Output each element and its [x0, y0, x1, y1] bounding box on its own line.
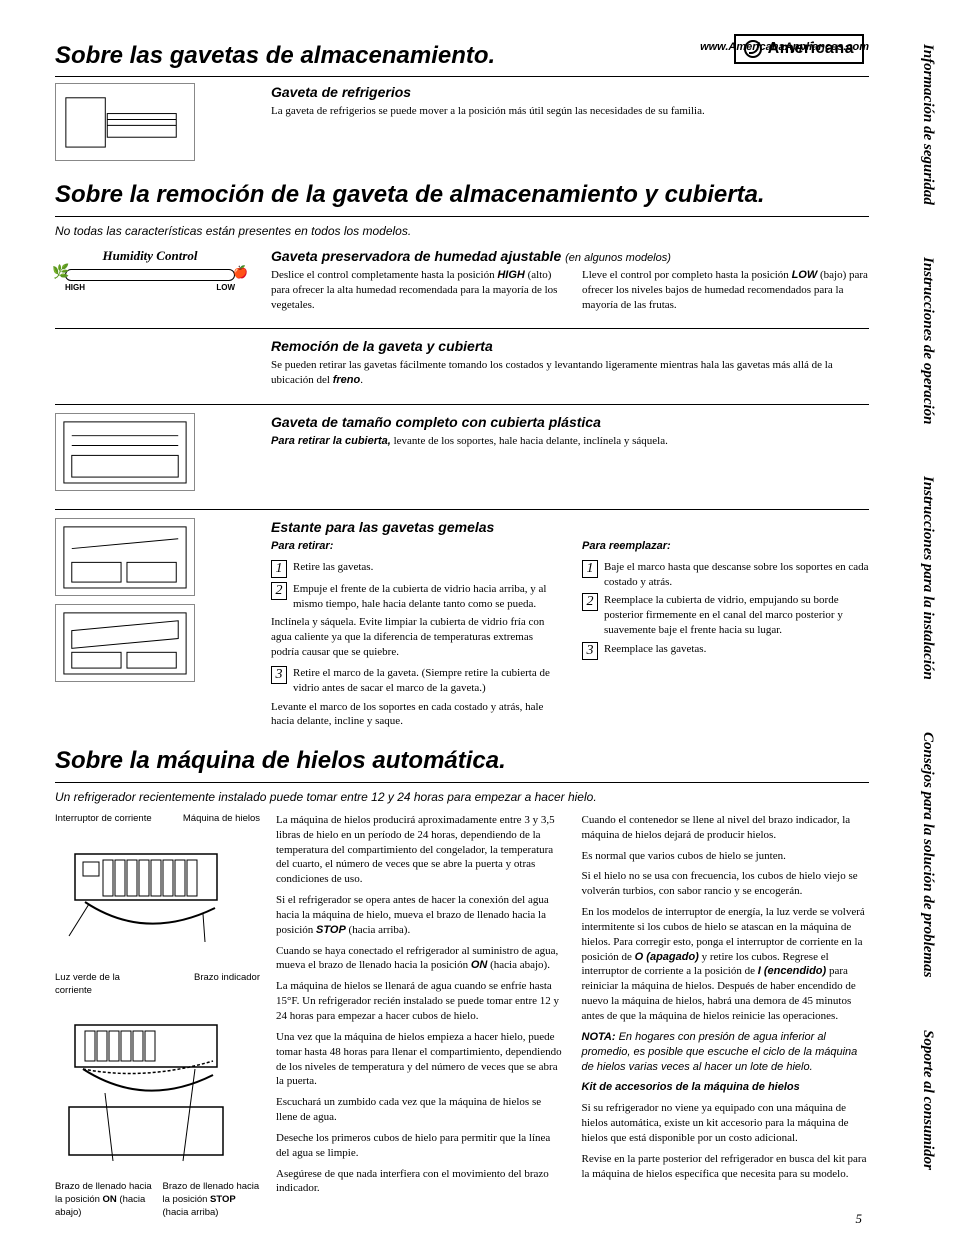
divider	[55, 509, 869, 510]
title-text: Sobre las gavetas de almacenamiento.	[55, 42, 495, 69]
ice-r-3: En los modelos de interruptor de energía…	[582, 905, 870, 1024]
brand-name: Americana	[768, 38, 854, 60]
kit-body-1: Si su refrigerador no viene ya equipado …	[582, 1101, 870, 1146]
ice-l-1: Si el refrigerador se opera antes de hac…	[276, 893, 564, 938]
ice-col-left: La máquina de hielos producirá aproximad…	[276, 813, 564, 1202]
remove-tail: Levante el marco de los soportes en cada…	[271, 700, 558, 730]
title-removal: Sobre la remoción de la gaveta de almace…	[55, 179, 869, 216]
tab-operation[interactable]: Instrucciones de operación	[884, 253, 936, 429]
label-feeler-arm: Brazo indicador	[194, 972, 260, 998]
snack-head: Gaveta de refrigerios	[271, 83, 869, 102]
full-width-head: Gaveta de tamaño completo con cubierta p…	[271, 413, 869, 432]
page-number: 5	[856, 1210, 863, 1228]
icemaker-diagram-1	[55, 832, 237, 962]
twin-remove-col: Para retirar: 1 Retire las gavetas. 2 Empu…	[271, 539, 558, 735]
humidity-label: Humidity Control	[55, 247, 245, 265]
remove-mid: Inclínela y sáquela. Evite limpiar la cu…	[271, 615, 558, 660]
ice-l-3: La máquina de hielos se llenará de agua …	[276, 979, 564, 1024]
tab-installation[interactable]: Instrucciones para la instalación	[884, 472, 936, 684]
remove-step-1: Retire las gavetas.	[293, 560, 373, 575]
remove-step-2: Empuje el frente de la cubierta de vidri…	[293, 582, 558, 612]
step-1-icon: 1	[271, 560, 287, 578]
humidity-head: Gaveta preservadora de humedad ajustable…	[271, 247, 869, 266]
humidity-right: Lleve el control por completo hasta la p…	[582, 268, 869, 313]
label-arm-on: Brazo de llenado hacia la posición ON (h…	[55, 1181, 153, 1219]
twin-shelf-icon-2	[55, 604, 195, 682]
ice-l-6: Deseche los primeros cubos de hielo para…	[276, 1131, 564, 1161]
side-tabs: Información de seguridad Instrucciones d…	[884, 40, 936, 1174]
tab-safety[interactable]: Información de seguridad	[884, 40, 936, 209]
ice-l-4: Una vez que la máquina de hielos empieza…	[276, 1030, 564, 1089]
brand-logo: Americana	[734, 34, 864, 64]
remove-step-3: Retire el marco de la gaveta. (Siempre r…	[293, 666, 558, 696]
humidity-control-icon: Humidity Control 🌿🍎 HIGH LOW	[55, 247, 245, 293]
humidity-head-text: Gaveta preservadora de humedad ajustable	[271, 248, 561, 264]
remove-label: Para retirar:	[271, 539, 558, 554]
label-icemaker: Máquina de hielos	[183, 813, 260, 826]
full-width-body: Para retirar la cubierta, levante de los…	[271, 434, 869, 449]
icemaker-diagram-2	[55, 1011, 237, 1171]
ice-col-right: Cuando el contenedor se llene al nivel d…	[582, 813, 870, 1202]
rstep-2-icon: 2	[582, 593, 598, 611]
snack-body: La gaveta de refrigerios se puede mover …	[271, 104, 869, 119]
replace-step-3: Reemplace las gavetas.	[604, 642, 706, 657]
kit-body-2: Revise en la parte posterior del refrige…	[582, 1152, 870, 1182]
replace-step-1: Baje el marco hasta que descanse sobre l…	[604, 560, 869, 590]
snack-drawer-icon	[55, 83, 195, 161]
ice-r-0: Cuando el contenedor se llene al nivel d…	[582, 813, 870, 843]
divider	[55, 404, 869, 405]
ice-l-7: Asegúrese de que nada interfiera con el …	[276, 1167, 564, 1197]
ice-l-0: La máquina de hielos producirá aproximad…	[276, 813, 564, 887]
tab-support[interactable]: Soporte al consumidor	[884, 1026, 936, 1174]
drawer-cover-head: Remoción de la gaveta y cubierta	[271, 337, 869, 356]
step-3-icon: 3	[271, 666, 287, 684]
swirl-icon	[744, 40, 762, 58]
humidity-high: HIGH	[65, 283, 85, 294]
ice-l-5: Escuchará un zumbido cada vez que la máq…	[276, 1095, 564, 1125]
tab-troubleshoot[interactable]: Consejos para la solución de problemas	[884, 728, 936, 981]
drawer-cover-body: Se pueden retirar las gavetas fácilmente…	[271, 358, 869, 388]
full-width-block: Gaveta de tamaño completo con cubierta p…	[55, 413, 869, 499]
replace-step-2: Reemplace la cubierta de vidrio, empujan…	[604, 593, 869, 638]
replace-label: Para reemplazar:	[582, 539, 869, 554]
divider	[55, 328, 869, 329]
twin-head: Estante para las gavetas gemelas	[271, 518, 869, 537]
snack-drawer-block: Gaveta de refrigerios La gaveta de refri…	[55, 83, 869, 169]
label-green-light: Luz verde de la corriente	[55, 972, 147, 998]
rstep-1-icon: 1	[582, 560, 598, 578]
rstep-3-icon: 3	[582, 642, 598, 660]
icemaker-block: Interruptor de corriente Máquina de hiel…	[55, 813, 869, 1220]
title-icemaker: Sobre la máquina de hielos automática.	[55, 745, 869, 782]
removal-note: No todas las características están prese…	[55, 223, 869, 239]
humidity-head-note: (en algunos modelos)	[565, 252, 671, 264]
humidity-left: Deslice el control completamente hasta l…	[271, 268, 558, 313]
humidity-low: LOW	[216, 283, 235, 294]
humidity-block: Humidity Control 🌿🍎 HIGH LOW Gaveta pres…	[55, 247, 869, 318]
label-power-switch: Interruptor de corriente	[55, 813, 152, 826]
icemaker-note: Un refrigerador recientemente instalado …	[55, 789, 869, 805]
kit-head: Kit de accesorios de la máquina de hielo…	[582, 1080, 870, 1095]
ice-nota: NOTA: En hogares con presión de agua inf…	[582, 1030, 870, 1075]
ice-l-2: Cuando se haya conectado el refrigerador…	[276, 944, 564, 974]
drawer-cover-block: Remoción de la gaveta y cubierta Se pued…	[55, 337, 869, 394]
twin-block: Estante para las gavetas gemelas Para re…	[55, 518, 869, 735]
brand-header: Americana	[734, 34, 864, 64]
ice-r-1: Es normal que varios cubos de hielo se j…	[582, 849, 870, 864]
twin-shelf-icon-1	[55, 518, 195, 596]
twin-replace-col: Para reemplazar: 1 Baje el marco hasta qu…	[582, 539, 869, 735]
full-width-drawer-icon	[55, 413, 195, 491]
ice-r-2: Si el hielo no se usa con frecuencia, lo…	[582, 869, 870, 899]
label-arm-stop: Brazo de llenado hacia la posición STOP …	[163, 1181, 261, 1219]
step-2-icon: 2	[271, 582, 287, 600]
